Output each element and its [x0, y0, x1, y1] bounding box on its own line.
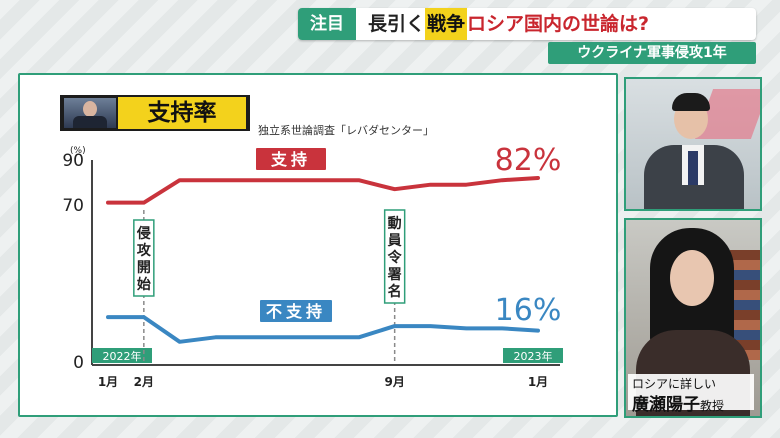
x-tick-label: 1月 — [528, 375, 548, 389]
year-badge — [503, 348, 563, 363]
anchor-hair — [672, 93, 710, 111]
y-tick-label: 70 — [62, 196, 84, 216]
guest-role: 教授 — [700, 399, 725, 413]
event-label-char: 名 — [388, 283, 402, 300]
portrait-photo — [64, 98, 116, 128]
series-name-box — [256, 148, 326, 170]
y-unit-label: (%) — [70, 146, 86, 156]
chart-series — [106, 175, 540, 344]
event-label-box — [133, 219, 155, 297]
headline-title-pre: 長引く — [368, 13, 426, 35]
year-badge-label: 2022年 — [103, 349, 142, 363]
guest-name: 廣瀬陽子教授 — [632, 390, 724, 415]
guest-descriptor: ロシアに詳しい — [632, 377, 717, 391]
guest-name-plate: ロシアに詳しい 廣瀬陽子教授 — [628, 374, 754, 415]
x-tick-label: 1月 — [98, 375, 118, 389]
x-tick-label: 9月 — [384, 375, 404, 389]
chart-axes: (%) 0 70 90 1月 2月 9月 1月 2022年 2023年 — [62, 146, 563, 389]
x-tick-label: 2月 — [134, 375, 154, 389]
series-name-label: 不支持 — [266, 302, 326, 321]
chart-title-box: 支持率 — [60, 95, 250, 131]
event-label-char: 攻 — [137, 242, 152, 259]
series-name-box — [260, 300, 332, 322]
series-end-label: 16% — [495, 293, 562, 328]
y-tick-label: 90 — [62, 151, 84, 171]
anchor-video — [624, 77, 762, 211]
event-label-char: 侵 — [136, 225, 151, 242]
year-badge-label: 2023年 — [514, 349, 553, 363]
portrait-suit — [73, 116, 107, 128]
y-tick-label: 0 — [73, 353, 84, 373]
headline-subtitle: ウクライナ軍事侵攻1年 — [548, 42, 756, 64]
headline-title-highlight: 戦争 — [425, 8, 468, 40]
anchor-tie — [688, 151, 698, 185]
portrait-head — [83, 101, 97, 117]
event-label-char: 令 — [387, 249, 403, 266]
event-label-char: 始 — [137, 276, 151, 293]
event-label-char: 開 — [137, 260, 151, 276]
event-label-char: 署 — [387, 267, 402, 283]
event-label-char: 員 — [387, 233, 402, 249]
year-badge — [92, 348, 152, 363]
chart-source: 独立系世論調査「レバダセンター」 — [258, 124, 434, 137]
chart-title: 支持率 — [118, 97, 246, 129]
series-name-label: 支持 — [270, 150, 311, 169]
headline-tag: 注目 — [298, 8, 356, 40]
headline-title-post: ロシア国内の世論は? — [467, 13, 650, 35]
event-label-box — [383, 209, 406, 304]
series-end-label: 82% — [495, 143, 562, 178]
headline-bar: 注目 長引く 戦争 ロシア国内の世論は? — [298, 8, 756, 40]
series-line-support — [106, 175, 540, 205]
guest-face — [670, 250, 714, 306]
guest-name-text: 廣瀬陽子 — [632, 395, 700, 415]
event-label-char: 動 — [388, 215, 402, 232]
headline-title: 長引く 戦争 ロシア国内の世論は? — [368, 8, 649, 40]
chart-labels: 支持 82% 不支持 16% — [256, 143, 561, 328]
